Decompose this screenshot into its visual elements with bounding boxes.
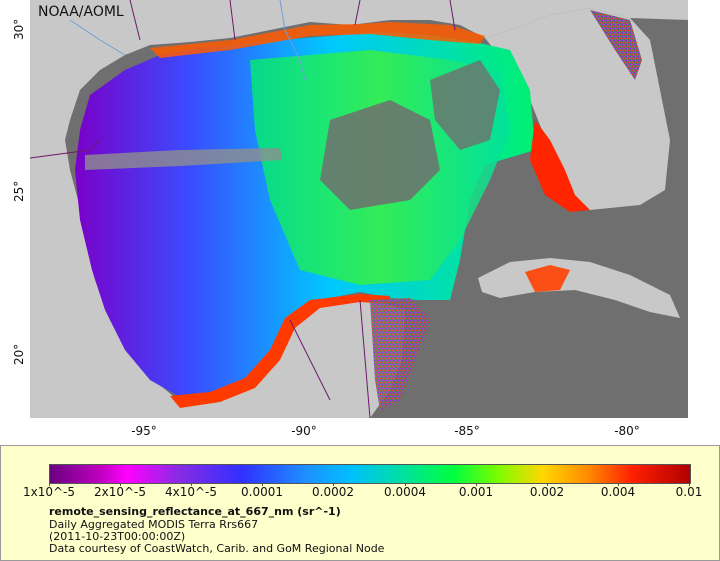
colorbar-label: 1x10^-5 [22,485,76,499]
time-stamp: (2011-10-23T00:00:00Z) [49,530,186,543]
land-us-gulf-coast [30,0,688,140]
colorbar-tick-mark [476,483,477,486]
colorbar-label: 4x10^-5 [164,485,218,499]
legend-panel: 1x10^-5 2x10^-5 4x10^-5 0.0001 0.0002 0.… [0,445,720,561]
colorbar-label: 0.0002 [312,485,354,499]
coastal-high-cuba [525,265,570,292]
colorbar [49,464,691,484]
colorbar-label: 0.002 [529,485,565,499]
data-source: Data courtesy of CoastWatch, Carib. and … [49,542,385,555]
map-frame: NOAA/AOML 30° 25° 20° -95° -90° -85° -80… [12,0,688,438]
cloud-gap-central [320,100,440,210]
colorbar-tick-mark [191,483,192,486]
lat-tick-20: 20° [12,343,26,365]
coastal-high-north [150,22,485,58]
credit-label: NOAA/AOML [38,4,124,20]
coastal-high-yucatan [370,298,430,410]
lat-tick-30: 30° [12,18,26,40]
variable-name: remote_sensing_reflectance_at_667_nm (sr… [49,505,341,518]
colorbar-label: 0.004 [600,485,636,499]
colorbar-label: 0.001 [458,485,494,499]
colorbar-tick-mark [262,483,263,486]
colorbar-tick-mark [120,483,121,486]
product-name: Daily Aggregated MODIS Terra Rrs667 [49,518,259,531]
river-west [69,19,126,56]
colorbar-tick-mark [547,483,548,486]
lon-tick-80: -80° [614,424,640,438]
map-area[interactable]: NOAA/AOML [30,0,688,418]
border-mexico [30,139,371,418]
lat-tick-25: 25° [12,180,26,202]
reflectance-map [30,0,688,418]
colorbar-tick-mark [333,483,334,486]
land-mexico [30,140,405,418]
colorbar-tick-mark [689,483,690,486]
lon-tick-95: -95° [131,424,157,438]
lon-tick-85: -85° [454,424,480,438]
colorbar-tick-mark [49,483,50,486]
colorbar-label: 0.0001 [241,485,283,499]
colorbar-label: 2x10^-5 [93,485,147,499]
cloud-gap-east [430,60,500,150]
border-us-states [129,0,456,41]
river-mississippi [279,0,306,81]
colorbar-tick-mark [405,483,406,486]
colorbar-label: 0.01 [675,485,703,499]
cloud-band-west [85,148,282,170]
colorbar-tick-mark [618,483,619,486]
colorbar-label: 0.0004 [384,485,426,499]
coastal-high-atlantic [590,10,642,80]
coastal-high-mexico [170,294,390,408]
coastal-high-florida [530,120,590,212]
lon-tick-90: -90° [291,424,317,438]
